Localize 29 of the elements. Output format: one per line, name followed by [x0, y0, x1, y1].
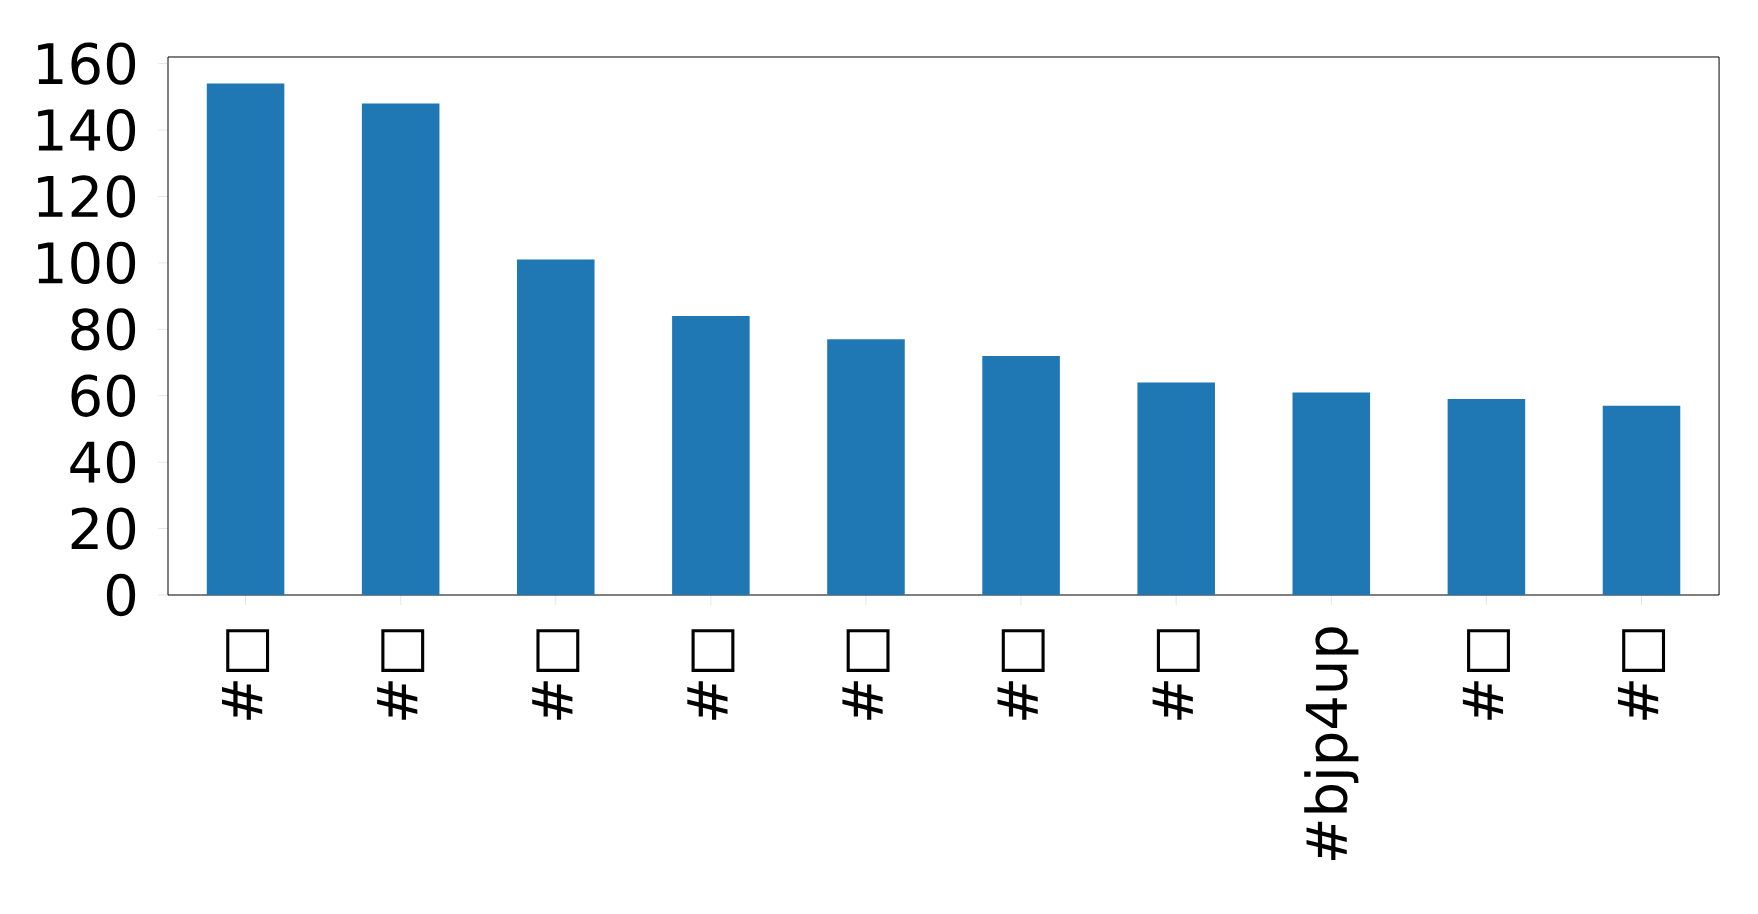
bar [982, 355, 1060, 595]
bar [1292, 392, 1371, 595]
bar [206, 83, 285, 595]
x-tick-label: #□ [1462, 629, 1510, 720]
bar [827, 339, 905, 595]
y-tick-label: 0 [106, 573, 136, 617]
y-tick-label: 140 [38, 108, 136, 152]
x-tick-label: #□ [1617, 629, 1666, 720]
bar [1447, 399, 1526, 595]
bar [516, 259, 595, 595]
y-tick-label: 160 [38, 42, 136, 85]
bar [1137, 382, 1215, 595]
y-tick-label: 60 [71, 374, 136, 417]
y-tick-label: 20 [71, 507, 136, 550]
x-tick-label: #□ [997, 629, 1045, 720]
bar [1602, 405, 1681, 595]
x-tick-label: #□ [1152, 629, 1200, 720]
x-tick-label: #□ [377, 629, 425, 720]
y-tick-label: 80 [71, 308, 136, 351]
bar [361, 103, 440, 595]
x-tick-label: #bjp4up [1304, 627, 1359, 861]
y-tick-label: 40 [70, 440, 136, 484]
bar [672, 316, 750, 595]
y-tick-label: 120 [38, 175, 136, 218]
x-tick-label: #□ [532, 629, 580, 720]
x-tick-label: #□ [687, 629, 735, 720]
x-tick-label: #□ [842, 629, 890, 720]
x-tick-label: #□ [222, 629, 270, 720]
y-tick-label: 100 [38, 241, 136, 285]
